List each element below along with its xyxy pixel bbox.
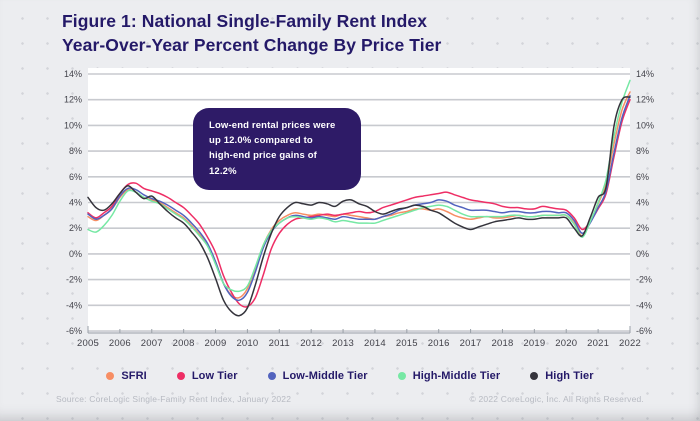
legend-item-high-tier: High Tier bbox=[530, 370, 594, 382]
series-line-low-middle-tier bbox=[87, 95, 631, 302]
y-axis-tick-label-right: 2% bbox=[636, 223, 649, 233]
annotation-line: high-end price gains of 12.2% bbox=[209, 150, 317, 177]
y-axis-tick-label-left: 12% bbox=[64, 95, 82, 105]
figure-title-line1: Figure 1: National Single-Family Rent In… bbox=[62, 11, 428, 31]
figure-footer: Source: CoreLogic Single-Family Rent Ind… bbox=[56, 394, 644, 404]
x-axis-tick-label: 2007 bbox=[141, 338, 163, 349]
footer-copyright: © 2022 CoreLogic, Inc. All Rights Reserv… bbox=[469, 394, 644, 404]
legend-label: Low Tier bbox=[191, 370, 238, 382]
legend-item-high-middle-tier: High-Middle Tier bbox=[397, 370, 501, 382]
annotation-line: Low-end rental prices were bbox=[209, 120, 336, 131]
y-axis-tick-label-left: 14% bbox=[64, 69, 82, 79]
y-axis-tick-label-right: 4% bbox=[636, 198, 649, 208]
y-axis-tick-label-right: 10% bbox=[636, 120, 654, 130]
figure-title-line2: Year-Over-Year Percent Change By Price T… bbox=[62, 35, 442, 56]
legend-dot-low-tier bbox=[176, 372, 185, 380]
y-axis-tick-label-right: 6% bbox=[636, 172, 649, 182]
x-axis-tick-label: 2016 bbox=[428, 338, 450, 349]
annotation-line: up 12.0% compared to bbox=[209, 135, 313, 147]
y-axis-tick-label-left: 8% bbox=[69, 146, 82, 156]
x-axis-tick-label: 2012 bbox=[300, 338, 322, 349]
y-axis-tick-label-right: -4% bbox=[636, 300, 652, 310]
x-axis-tick-label: 2021 bbox=[587, 338, 609, 349]
series-line-low-tier bbox=[87, 98, 631, 308]
series-line-high-tier bbox=[87, 96, 631, 317]
y-axis-tick-label-right: 8% bbox=[636, 146, 649, 156]
y-axis-tick-label-left: 6% bbox=[69, 172, 82, 182]
x-axis-tick-label: 2009 bbox=[205, 338, 227, 349]
legend-label: High Tier bbox=[545, 370, 594, 382]
x-axis-tick-label: 2014 bbox=[364, 338, 386, 349]
legend-item-low-tier: Low Tier bbox=[176, 370, 238, 382]
x-axis-tick-label: 2011 bbox=[269, 338, 290, 349]
legend-dot-low-middle-tier bbox=[267, 372, 276, 380]
y-axis-tick-label-right: 14% bbox=[636, 69, 654, 79]
y-axis-tick-label-right: -6% bbox=[636, 326, 652, 336]
y-axis-tick-label-left: -6% bbox=[66, 326, 82, 336]
chart-legend: SFRI Low Tier Low-Middle Tier High-Middl… bbox=[0, 366, 700, 386]
legend-label: SFRI bbox=[121, 370, 147, 382]
legend-dot-high-tier bbox=[530, 372, 539, 380]
legend-dot-sfri bbox=[106, 372, 115, 380]
figure-title: Figure 1: National Single-Family Rent In… bbox=[62, 9, 622, 57]
plot-background bbox=[88, 68, 630, 331]
x-axis-tick-label: 2018 bbox=[492, 338, 514, 349]
x-axis-tick-label: 2020 bbox=[555, 338, 577, 349]
legend-label: High-Middle Tier bbox=[412, 370, 501, 382]
x-axis-tick-label: 2008 bbox=[173, 338, 195, 349]
x-axis-tick-label: 2010 bbox=[236, 338, 258, 349]
x-axis-tick-label: 2013 bbox=[332, 338, 354, 349]
y-axis-tick-label-right: -2% bbox=[636, 275, 652, 285]
x-axis-tick-label: 2017 bbox=[460, 338, 482, 349]
x-axis-tick-label: 2005 bbox=[77, 338, 99, 349]
y-axis-tick-label-left: 4% bbox=[69, 198, 82, 208]
x-axis-tick-label: 2019 bbox=[523, 338, 545, 349]
x-axis-tick-label: 2015 bbox=[396, 338, 418, 349]
legend-item-low-middle-tier: Low-Middle Tier bbox=[267, 370, 368, 382]
legend-dot-high-middle-tier bbox=[397, 372, 406, 380]
y-axis-tick-label-right: 0% bbox=[636, 249, 649, 259]
y-axis-tick-label-right: 12% bbox=[636, 95, 654, 105]
y-axis-tick-label-left: 0% bbox=[69, 249, 82, 259]
y-axis-tick-label-left: -4% bbox=[66, 300, 82, 310]
footer-source: Source: CoreLogic Single-Family Rent Ind… bbox=[56, 394, 292, 404]
series-line-high-middle-tier bbox=[87, 79, 631, 293]
y-axis-tick-label-left: -2% bbox=[66, 275, 82, 285]
x-axis-tick-label: 2006 bbox=[109, 338, 131, 349]
y-axis-tick-label-left: 2% bbox=[69, 223, 82, 233]
legend-item-sfri: SFRI bbox=[106, 370, 147, 382]
annotation-callout: Low-end rental prices were up 12.0% comp… bbox=[193, 108, 361, 190]
y-axis-tick-label-left: 10% bbox=[64, 120, 82, 130]
legend-label: Low-Middle Tier bbox=[282, 370, 368, 382]
x-axis-tick-label: 2022 bbox=[619, 338, 641, 349]
